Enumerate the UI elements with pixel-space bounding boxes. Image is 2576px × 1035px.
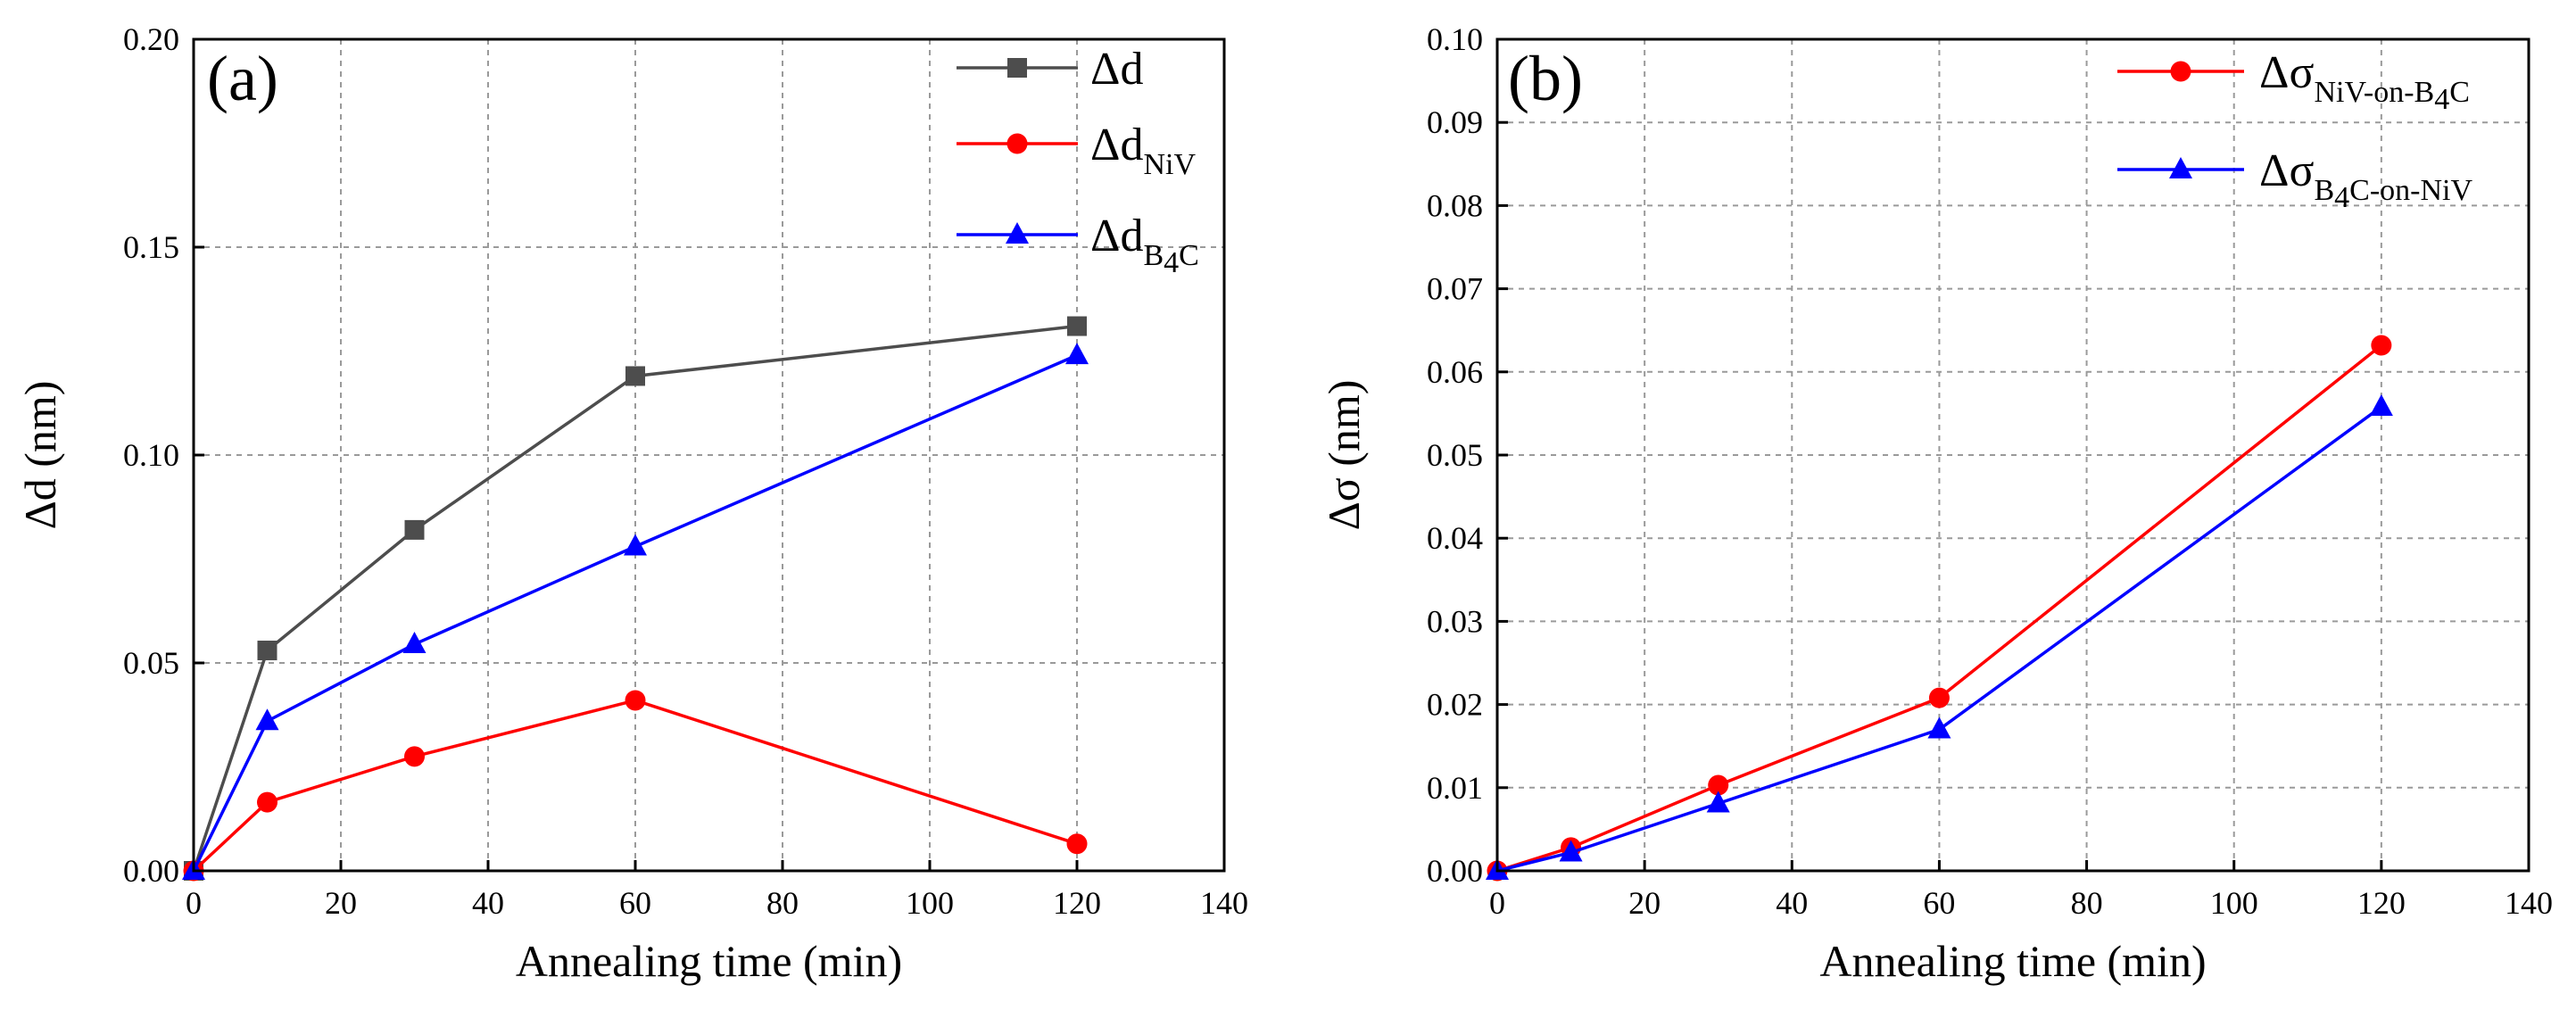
panel-a-series-1-point-1 [257,791,277,813]
panel-b-ytick-label-7: 0.07 [1427,271,1483,307]
panel-a-ytick-label-0: 0.00 [123,853,179,889]
panel-b-series-1 [1486,393,2393,880]
panel-b-y-axis-label: Δσ (nm) [1319,380,1369,531]
panel-b-xtick-label-4: 80 [2071,885,2103,921]
panel-b-ytick-label-9: 0.09 [1427,104,1483,140]
panel-b-xtick-label-6: 120 [2357,885,2406,921]
panel-b-series-1-point-1 [1559,840,1583,862]
panel-b-legend-entry-0: ΔσNiV-on-B4C [2117,47,2470,116]
panel-a-ytick-label-3: 0.15 [123,229,179,265]
panel-a-plot-frame [192,37,1226,873]
panel-b-series-1-point-2 [1706,791,1730,813]
panel-a-xtick-label-2: 40 [472,885,504,921]
panel-b-xtick-label-7: 140 [2505,885,2553,921]
panel-a-legend-entry-0-swatch-point-0 [1007,58,1027,78]
panel-a-legend-entry-1-swatch-point-0 [1006,133,1028,154]
panel-a-xtick-label-4: 80 [766,885,799,921]
panel-a-series-2-point-4 [1065,343,1089,365]
panel-b-xtick-label-5: 100 [2210,885,2258,921]
panel-a-series-2 [182,343,1089,880]
panel-b-legend-entry-0-swatch-point-0 [2170,61,2191,82]
panel-a-x-axis-label: Annealing time (min) [516,936,902,986]
panel-b-series-0-point-3 [1928,687,1950,708]
panel-b-series-0-point-4 [2371,335,2392,356]
panel-a-series-2-point-2 [402,632,427,654]
panel-a-series-1-point-4 [1066,833,1088,855]
panel-a-ticks: 0 20 40 60 80 100 120 140 0.00 0.05 0.10 0.15 0.20 [123,21,1248,921]
panel-a-series-1 [183,690,1088,882]
panel-b-ytick-label-5: 0.05 [1427,437,1483,473]
panel-a-grid [194,39,1224,871]
panel-a-xtick-label-0: 0 [186,885,202,921]
panel-b-ytick-label-2: 0.02 [1427,687,1483,723]
panel-a-y-axis-label: Δd (nm) [15,381,65,530]
panel-b-legend-entry-0-label: ΔσNiV-on-B4C [2259,47,2470,116]
panel-b-ytick-label-6: 0.06 [1427,354,1483,390]
panel-b-panel-label: (b) [1508,43,1583,114]
panel-b-ytick-label-4: 0.04 [1427,520,1483,556]
panel-b-ytick-label-10: 0.10 [1427,21,1483,57]
panel-a-series-1-point-2 [404,746,425,767]
panel-a-series-2-point-1 [255,708,279,731]
chart-panel-a: 0 20 40 60 80 100 120 140 0.00 0.05 0.10 0.15 0.20 An… [15,21,1248,986]
panel-a-ytick-label-1: 0.05 [123,645,179,681]
panel-b-series-1-point-3 [1927,716,1951,739]
panel-b-x-axis-label: Annealing time (min) [1819,936,2206,986]
panel-a-series-0-point-2 [404,519,425,540]
panel-a-series-0-point-3 [625,366,645,386]
panel-a-legend-entry-2-swatch-point-0 [1006,222,1029,244]
panel-a-ytick-label-2: 0.10 [123,437,179,473]
panel-b-xtick-label-1: 20 [1628,885,1661,921]
panel-a-xtick-label-7: 140 [1200,885,1248,921]
panel-b-legend-entry-1: ΔσB4C-on-NiV [2117,145,2472,214]
panel-b-series-1-point-4 [2369,393,2393,416]
panel-a-legend-entry-0: Δd [957,44,1143,95]
chart-panel-b: 0 20 40 60 80 100 120 140 0.00 0.01 0.02 0.03 0.04 0.… [1319,21,2553,986]
panel-a-xtick-label-1: 20 [325,885,357,921]
panel-b-xtick-label-2: 40 [1776,885,1808,921]
panel-a-legend-entry-0-label: Δd [1090,44,1143,95]
panel-a-legend-entry-2-label: ΔdB4C [1090,211,1199,279]
panel-b-xtick-label-0: 0 [1489,885,1505,921]
panel-a-series-0-point-1 [257,641,277,661]
panel-b-ytick-label-3: 0.03 [1427,603,1483,639]
panel-b-grid [1497,39,2529,871]
panel-a-series-1-point-3 [625,690,646,711]
panel-b-ticks: 0 20 40 60 80 100 120 140 0.00 0.01 0.02 0.03 0.04 0.… [1427,21,2553,921]
panel-b-legend-entry-1-label: ΔσB4C-on-NiV [2259,145,2472,214]
panel-a-series-2-point-3 [624,534,647,556]
panel-b-legend-entry-1-swatch-point-0 [2169,157,2192,178]
panel-b-series-0-point-2 [1708,774,1729,796]
panel-a-xtick-label-5: 100 [906,885,954,921]
panel-b-ytick-label-8: 0.08 [1427,187,1483,223]
panel-b-xtick-label-3: 60 [1923,885,1955,921]
panel-a-xtick-label-3: 60 [619,885,651,921]
panel-b-legend: ΔσNiV-on-B4C ΔσB4C-on-NiV [2117,47,2472,214]
panel-a-xtick-label-6: 120 [1053,885,1101,921]
panel-a-ytick-label-4: 0.20 [123,21,179,57]
panel-b-plot-frame [1495,37,2530,873]
panel-b-ytick-label-0: 0.00 [1427,853,1483,889]
panel-b-ytick-label-1: 0.01 [1427,770,1483,806]
panel-a-legend-entry-1-label: ΔdNiV [1090,120,1196,181]
panel-a-series-0-point-4 [1067,316,1087,336]
panel-a-panel-label: (a) [207,43,278,114]
